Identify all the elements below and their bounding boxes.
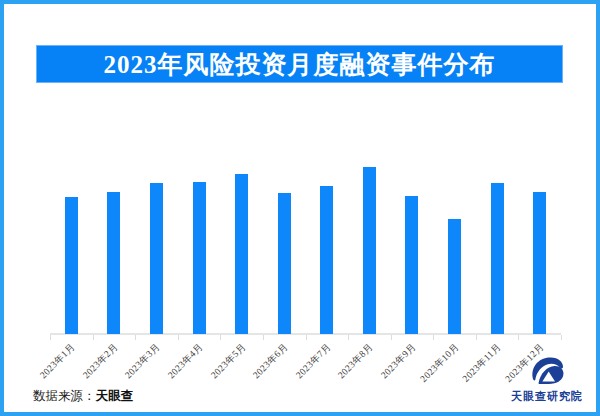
tianyancha-logo: 天眼查研究院 — [502, 355, 592, 404]
axis-tick — [135, 335, 136, 340]
bar — [150, 183, 163, 334]
axis-tick — [348, 335, 349, 340]
bar — [278, 193, 291, 334]
bar — [193, 182, 206, 334]
bar — [533, 192, 546, 334]
bar — [320, 186, 333, 334]
chart-title-banner: 2023年风险投资月度融资事件分布 — [36, 45, 563, 83]
bar — [491, 183, 504, 334]
axis-tick — [263, 335, 264, 340]
axis-tick — [220, 335, 221, 340]
bar — [405, 196, 418, 334]
chart-title: 2023年风险投资月度融资事件分布 — [104, 48, 496, 81]
tianyancha-logo-icon — [528, 355, 566, 387]
axis-tick — [50, 335, 51, 340]
infographic: 2023年风险投资月度融资事件分布 2023年1月2023年2月2023年3月2… — [0, 0, 600, 416]
axis-tick — [391, 335, 392, 340]
axis-tick — [306, 335, 307, 340]
axis-tick — [178, 335, 179, 340]
tianyancha-logo-text: 天眼查研究院 — [502, 389, 592, 404]
axis-tick — [93, 335, 94, 340]
data-source: 数据来源：天眼查 — [33, 388, 133, 405]
axis-tick — [561, 335, 562, 340]
axis-tick — [433, 335, 434, 340]
data-source-name: 天眼查 — [96, 389, 134, 403]
data-source-label: 数据来源： — [33, 389, 96, 403]
axis-tick — [476, 335, 477, 340]
bar — [235, 174, 248, 334]
bar — [65, 197, 78, 334]
bar — [107, 192, 120, 334]
bar — [363, 167, 376, 334]
bar — [448, 219, 461, 334]
axis-tick — [518, 335, 519, 340]
